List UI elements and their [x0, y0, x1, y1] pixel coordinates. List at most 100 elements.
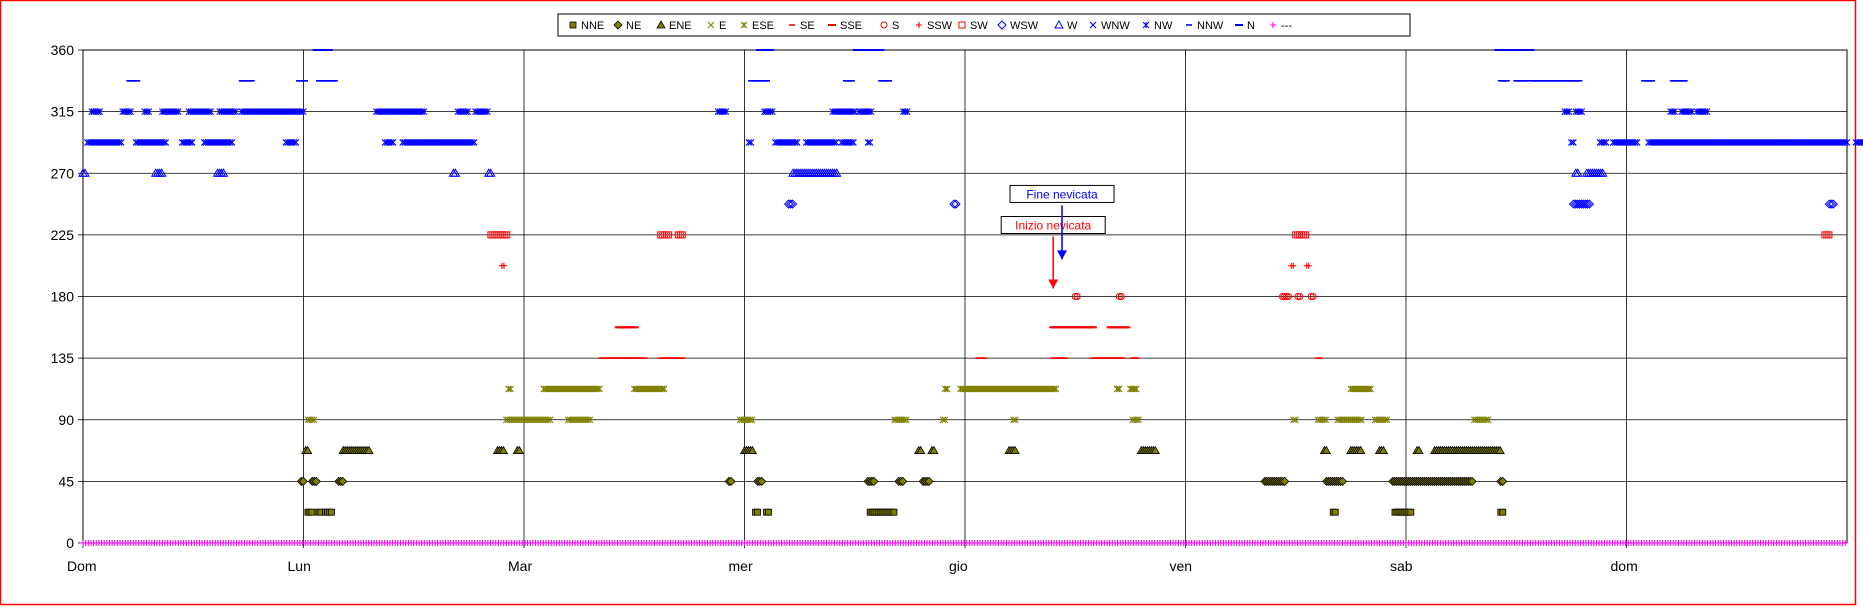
x-tick-label: mer	[729, 558, 753, 574]
legend-label: SW	[970, 20, 988, 32]
data-point	[785, 199, 796, 209]
data-point	[1305, 262, 1312, 269]
data-point	[866, 139, 874, 146]
series-	[80, 540, 1849, 546]
series-e	[304, 416, 1492, 424]
series-wnw	[84, 139, 1863, 146]
data-point	[308, 416, 316, 424]
data-point	[1407, 508, 1415, 516]
data-point	[1826, 199, 1837, 209]
data-point	[544, 416, 552, 424]
data-point	[726, 476, 736, 486]
legend-marker	[958, 21, 966, 29]
legend-marker	[613, 20, 623, 30]
data-point	[468, 139, 476, 146]
data-point	[1569, 139, 1577, 146]
legend-marker	[656, 20, 666, 29]
data-point	[1322, 416, 1330, 424]
x-tick-labels: Dom Lun Mar mer gio ven sab dom	[67, 558, 1638, 574]
data-point	[1565, 108, 1573, 116]
data-point	[903, 108, 911, 116]
data-point	[1010, 416, 1017, 424]
legend-label: NNW	[1197, 20, 1224, 32]
data-point	[174, 108, 182, 116]
annotation-arrowhead	[1048, 279, 1059, 289]
data-point	[1858, 139, 1863, 146]
data-point	[1597, 168, 1608, 177]
legend-item: SW	[958, 20, 988, 32]
data-point	[902, 416, 910, 424]
data-point	[864, 139, 872, 146]
legend-label: SSE	[840, 20, 862, 32]
data-point	[298, 476, 308, 486]
data-point	[832, 139, 840, 146]
data-point	[228, 139, 236, 146]
x-tick-label: Lun	[288, 558, 311, 574]
x-tick-label: Mar	[508, 558, 532, 574]
data-point	[1498, 476, 1508, 486]
legend-label: NW	[1154, 20, 1173, 32]
data-point	[943, 385, 951, 393]
data-point	[1356, 416, 1363, 424]
data-point	[470, 139, 478, 146]
data-point	[1703, 108, 1711, 116]
series-w	[78, 168, 1608, 177]
data-point	[1281, 293, 1289, 300]
data-point	[1828, 199, 1839, 209]
y-tick-label: 360	[51, 42, 75, 58]
data-point	[1467, 476, 1477, 486]
data-point	[500, 262, 507, 269]
data-point	[1580, 199, 1591, 209]
data-point	[941, 416, 949, 424]
data-point	[1115, 385, 1123, 393]
data-point	[1378, 445, 1389, 454]
data-point	[1383, 416, 1391, 424]
annotation-callout: Fine nevicata	[1009, 184, 1115, 260]
data-point	[746, 416, 754, 424]
data-point	[1280, 476, 1290, 486]
legend-label: SE	[800, 20, 815, 32]
data-point	[831, 168, 842, 177]
data-point	[584, 416, 592, 424]
data-point	[389, 139, 397, 146]
data-point	[1337, 476, 1348, 486]
legend-label: ENE	[669, 20, 692, 32]
data-point	[507, 385, 514, 393]
data-point	[117, 139, 125, 146]
data-point	[754, 508, 761, 516]
data-point	[328, 508, 335, 516]
data-point	[1133, 416, 1140, 424]
data-point	[1584, 199, 1595, 209]
legend-marker	[1089, 21, 1097, 29]
data-point	[1484, 416, 1492, 424]
data-point	[226, 139, 234, 146]
legend-label: ESE	[752, 20, 774, 32]
data-point	[722, 108, 730, 116]
data-point	[464, 108, 472, 116]
data-point	[1294, 293, 1302, 300]
data-point	[485, 168, 496, 177]
data-point	[757, 476, 767, 486]
data-point	[1631, 139, 1639, 146]
x-tick-label: ven	[1170, 558, 1193, 574]
data-point	[1824, 199, 1835, 209]
data-point	[290, 139, 298, 146]
series-ne	[296, 476, 1508, 486]
data-point	[1602, 139, 1610, 146]
data-point	[1135, 416, 1142, 424]
legend-marker	[880, 21, 888, 29]
annotation-text: Fine nevicata	[1026, 187, 1098, 201]
data-point	[96, 108, 104, 116]
data-point	[1296, 293, 1304, 300]
series-s	[1071, 293, 1317, 300]
data-point	[1633, 139, 1641, 146]
legend-marker	[916, 22, 922, 28]
data-point	[364, 445, 374, 454]
data-point	[665, 231, 673, 239]
y-tick-label: 270	[51, 165, 75, 181]
y-tick-label: 225	[51, 227, 75, 243]
legend-item: SSW	[916, 20, 953, 32]
legend-label: NE	[626, 20, 641, 32]
legend-marker	[569, 21, 577, 29]
